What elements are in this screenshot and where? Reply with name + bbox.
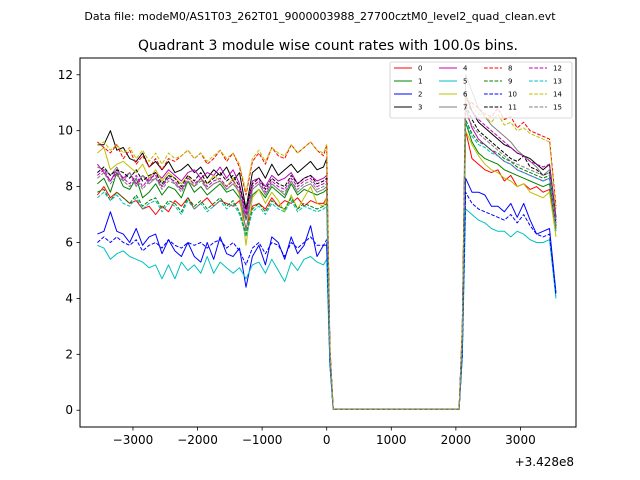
legend-label-13: 13 bbox=[553, 78, 562, 86]
legend-label-0: 0 bbox=[418, 65, 422, 73]
y-tick-label: 6 bbox=[65, 236, 73, 250]
x-tick-label: −2000 bbox=[177, 433, 218, 447]
legend-label-11: 11 bbox=[508, 104, 517, 112]
y-tick-label: 12 bbox=[58, 68, 73, 82]
legend-label-6: 6 bbox=[463, 91, 468, 99]
y-tick-label: 10 bbox=[58, 124, 73, 138]
x-tick-label: 0 bbox=[323, 433, 331, 447]
legend-label-4: 4 bbox=[463, 65, 468, 73]
x-tick-label: −3000 bbox=[113, 433, 154, 447]
y-tick-label: 8 bbox=[65, 180, 73, 194]
x-tick-label: 1000 bbox=[376, 433, 407, 447]
x-offset-label: +3.428e8 bbox=[515, 455, 574, 469]
series-line-15 bbox=[97, 113, 557, 410]
legend-box bbox=[389, 61, 573, 119]
y-tick-label: 4 bbox=[65, 291, 73, 305]
series-line-13 bbox=[97, 121, 557, 410]
legend-label-1: 1 bbox=[418, 78, 422, 86]
legend-label-12: 12 bbox=[553, 65, 562, 73]
x-tick-label: 2000 bbox=[441, 433, 472, 447]
y-tick-label: 2 bbox=[65, 347, 73, 361]
legend-label-5: 5 bbox=[463, 78, 467, 86]
chart-title: Quadrant 3 module wise count rates with … bbox=[138, 38, 518, 54]
chart-suptitle: Data file: modeM0/AS1T03_262T01_90000039… bbox=[84, 10, 556, 23]
x-axis: −3000 −2000 −1000 0 1000 2000 3000 bbox=[113, 427, 536, 447]
legend-label-10: 10 bbox=[508, 91, 517, 99]
y-axis: 0 2 4 6 8 10 12 bbox=[58, 68, 80, 417]
legend-label-2: 2 bbox=[418, 91, 422, 99]
legend-label-15: 15 bbox=[553, 104, 562, 112]
x-tick-label: −1000 bbox=[242, 433, 283, 447]
legend-label-3: 3 bbox=[418, 104, 422, 112]
y-tick-label: 0 bbox=[65, 403, 73, 417]
x-tick-label: 3000 bbox=[505, 433, 536, 447]
series-line-9 bbox=[97, 119, 557, 410]
series-line-10 bbox=[97, 191, 557, 410]
legend-label-8: 8 bbox=[508, 65, 512, 73]
legend-label-9: 9 bbox=[508, 78, 512, 86]
legend-label-14: 14 bbox=[553, 91, 562, 99]
legend-label-7: 7 bbox=[463, 104, 467, 112]
